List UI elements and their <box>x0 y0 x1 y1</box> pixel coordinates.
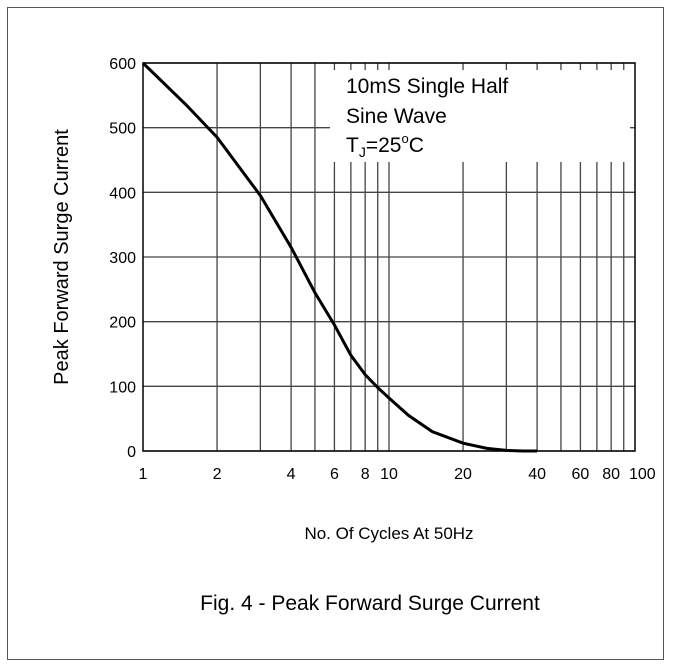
y-tick-label: 600 <box>109 56 136 73</box>
y-tick-label: 300 <box>109 250 136 267</box>
x-tick-label: 10 <box>380 466 398 483</box>
x-tick-label: 20 <box>454 466 472 483</box>
y-axis-ticks: 0 100 200 300 400 500 600 <box>109 56 136 461</box>
x-axis-ticks: 1 2 4 6 8 10 20 40 60 80 100 <box>139 466 656 483</box>
x-tick-label: 80 <box>602 466 620 483</box>
y-tick-label: 200 <box>109 315 136 332</box>
x-tick-label: 60 <box>572 466 590 483</box>
tj-degree: o <box>401 131 408 146</box>
y-tick-label: 400 <box>109 185 136 202</box>
y-tick-label: 0 <box>127 444 136 461</box>
x-tick-label: 40 <box>528 466 546 483</box>
figure-frame <box>7 7 664 660</box>
annotation-line-1: 10mS Single Half <box>346 75 508 98</box>
x-tick-label: 4 <box>287 466 296 483</box>
surge-current-curve <box>141 61 538 453</box>
tj-unit: C <box>409 134 424 157</box>
y-tick-label: 100 <box>109 379 136 396</box>
x-tick-label: 8 <box>361 466 370 483</box>
x-axis-label: No. Of Cycles At 50Hz <box>304 524 473 543</box>
annotation: 10mS Single Half Sine Wave TJ=25oC <box>330 70 630 162</box>
y-axis-label: Peak Forward Surge Current <box>51 129 73 385</box>
y-tick-label: 500 <box>109 121 136 138</box>
tj-subscript: J <box>359 144 366 160</box>
x-tick-label: 6 <box>330 466 339 483</box>
tj-prefix: T <box>346 134 359 157</box>
x-tick-label: 2 <box>213 466 222 483</box>
figure-caption: Fig. 4 - Peak Forward Surge Current <box>200 592 540 615</box>
tj-value: =25 <box>366 134 402 157</box>
x-tick-label: 100 <box>629 466 656 483</box>
plot-area <box>142 62 636 452</box>
annotation-line-2: Sine Wave <box>346 105 447 128</box>
x-tick-label: 1 <box>139 466 148 483</box>
annotation-tj: TJ=25oC <box>346 131 424 160</box>
